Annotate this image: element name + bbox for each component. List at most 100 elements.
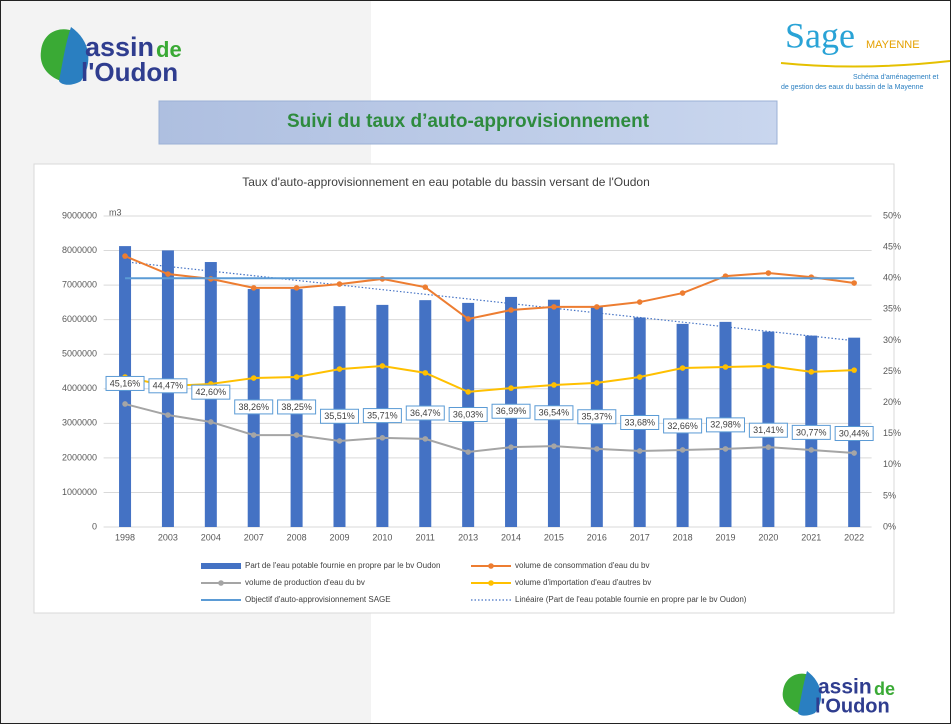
data-label: 36,47%: [410, 408, 441, 418]
y-tick-label: 1000000: [62, 487, 97, 497]
data-label-box: [448, 406, 488, 422]
point: [250, 375, 257, 381]
y2-tick-label: 30%: [883, 335, 901, 345]
x-tick-label: 2017: [630, 532, 650, 542]
point: [636, 448, 643, 454]
point: [722, 446, 729, 452]
point: [422, 370, 429, 376]
x-tick-label: 2008: [287, 532, 307, 542]
legend-label: volume de consommation d'eau du bv: [515, 561, 650, 570]
data-label: 38,25%: [281, 402, 312, 412]
point: [808, 447, 815, 453]
point: [122, 401, 128, 407]
data-label: 42,60%: [196, 387, 227, 397]
point: [594, 446, 600, 452]
point: [379, 435, 386, 441]
data-label: 31,41%: [753, 425, 784, 435]
x-tick-label: 2011: [416, 532, 435, 542]
x-tick-label: 1998: [115, 532, 135, 542]
point: [679, 290, 686, 296]
chart-title: Taux d'auto-approvisionnement en eau pot…: [242, 175, 650, 189]
point: [379, 363, 386, 369]
point: [336, 438, 343, 444]
data-label-box: [577, 409, 617, 425]
x-tick-label: 2018: [673, 532, 693, 542]
data-label-box: [362, 408, 402, 424]
logo-de: de: [156, 37, 182, 62]
data-label-box: [405, 405, 445, 421]
point: [679, 447, 686, 453]
point: [165, 271, 171, 277]
point: [765, 444, 772, 450]
logo-de: de: [874, 679, 895, 699]
point: [594, 380, 600, 386]
data-label: 33,68%: [624, 417, 655, 427]
point: [508, 444, 514, 450]
point: [293, 374, 300, 380]
y2-tick-label: 25%: [883, 366, 901, 376]
point: [250, 432, 257, 438]
legend-label: volume de production d'eau du bv: [245, 578, 365, 587]
point: [293, 285, 300, 291]
data-label-box: [234, 399, 274, 415]
sage-logo: Sage MAYENNE Schéma d'aménagement et de …: [780, 15, 950, 91]
point: [851, 367, 857, 373]
point: [250, 285, 257, 291]
y2-tick-label: 45%: [883, 241, 901, 251]
data-label: 44,47%: [153, 381, 184, 391]
data-label-box: [663, 418, 703, 434]
data-label: 38,26%: [238, 402, 269, 412]
y-tick-label: 7000000: [62, 279, 97, 289]
x-tick-label: 2016: [587, 532, 607, 542]
point: [851, 280, 857, 286]
data-label-box: [191, 384, 231, 400]
legend-label: Linéaire (Part de l'eau potable fournie …: [515, 595, 747, 604]
sage-line2: de gestion des eaux du bassin de la Maye…: [781, 84, 924, 91]
point: [465, 316, 471, 322]
point: [679, 365, 686, 371]
banner-title: Suivi du taux d’auto-approvisionnement: [287, 111, 650, 132]
x-tick-label: 2010: [372, 532, 392, 542]
y-tick-label: 6000000: [62, 314, 97, 324]
point: [808, 369, 815, 375]
y2-tick-label: 5%: [883, 490, 896, 500]
x-tick-label: 2015: [544, 532, 564, 542]
logo-word: assin: [85, 32, 154, 62]
y-axis-unit: m3: [109, 207, 122, 217]
legend-label: Part de l'eau potable fournie en propre …: [245, 561, 440, 570]
data-label-box: [791, 424, 831, 440]
data-label-box: [620, 414, 660, 430]
data-label-box: [705, 417, 745, 433]
point: [765, 363, 772, 369]
y2-tick-label: 40%: [883, 273, 901, 283]
sage-name: Sage: [785, 15, 855, 55]
point: [165, 412, 171, 418]
x-tick-label: 2020: [758, 532, 778, 542]
x-tick-label: 2003: [158, 532, 178, 542]
x-tick-label: 2022: [844, 532, 864, 542]
legend-marker: [488, 563, 494, 569]
x-tick-label: 2014: [501, 532, 521, 542]
y2-tick-label: 10%: [883, 459, 901, 469]
y2-tick-label: 35%: [883, 304, 901, 314]
data-label: 30,77%: [796, 427, 827, 437]
logo-word: assin: [818, 676, 872, 699]
legend-marker: [218, 580, 224, 586]
point: [636, 299, 643, 305]
logo-place: l'Oudon: [81, 57, 178, 87]
point: [636, 374, 643, 380]
data-label: 32,98%: [710, 420, 741, 430]
x-tick-label: 2019: [715, 532, 735, 542]
data-label-box: [148, 378, 188, 394]
y2-tick-label: 20%: [883, 397, 901, 407]
legend-marker: [488, 580, 494, 586]
logo-place: l'Oudon: [815, 695, 890, 717]
point: [336, 366, 343, 372]
x-tick-label: 2013: [458, 532, 478, 542]
x-tick-label: 2007: [244, 532, 264, 542]
data-label: 35,37%: [582, 412, 613, 422]
series-line: [124, 364, 855, 393]
data-label: 30,44%: [839, 428, 870, 438]
logo: assin de l'Oudon: [40, 27, 182, 87]
y2-tick-label: 50%: [883, 210, 901, 220]
